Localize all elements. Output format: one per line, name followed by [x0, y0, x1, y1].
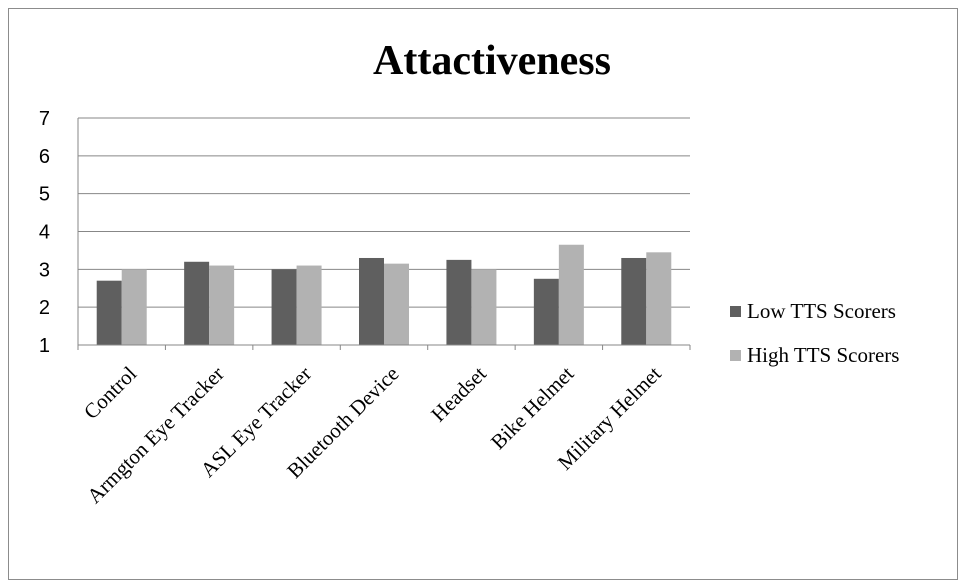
gridlines — [78, 117, 690, 308]
legend-item-low-tts: Low TTS Scorers — [730, 299, 896, 323]
bar-low-tts — [271, 269, 297, 345]
chart-title: Attactiveness — [373, 38, 611, 84]
y-tick-label: 7 — [39, 108, 50, 130]
y-tick-label: 6 — [39, 146, 50, 168]
bar-high-tts — [209, 265, 235, 345]
y-tick-label: 3 — [39, 259, 50, 281]
legend-label: Low TTS Scorers — [747, 299, 896, 323]
bar-high-tts — [121, 269, 147, 345]
bar-low-tts — [184, 261, 210, 345]
x-category-label: Control — [79, 361, 141, 423]
y-tick-label: 2 — [39, 297, 50, 319]
legend-swatch — [730, 350, 741, 361]
bar-low-tts — [621, 257, 647, 345]
x-category-label: Headset — [426, 361, 491, 426]
y-tick-label: 1 — [39, 335, 50, 357]
legend: Low TTS Scorers High TTS Scorers — [730, 299, 899, 367]
bar-low-tts — [96, 280, 122, 345]
bar-high-tts — [646, 252, 672, 345]
bar-low-tts — [446, 259, 472, 345]
legend-swatch — [730, 306, 741, 317]
bar-high-tts — [558, 244, 584, 345]
legend-item-high-tts: High TTS Scorers — [730, 343, 899, 367]
bar-low-tts — [533, 278, 559, 345]
bar-high-tts — [296, 265, 322, 345]
bars — [96, 244, 672, 345]
y-tick-label: 5 — [39, 184, 50, 206]
bar-low-tts — [359, 257, 384, 345]
x-category-label: Bike Helmet — [486, 361, 579, 454]
legend-label: High TTS Scorers — [747, 343, 899, 367]
y-tick-label: 4 — [39, 222, 50, 244]
axes — [77, 118, 691, 350]
y-axis-ticks: 1 2 3 4 5 6 7 — [39, 108, 50, 357]
bar-high-tts — [384, 263, 409, 345]
bar-high-tts — [471, 269, 497, 345]
